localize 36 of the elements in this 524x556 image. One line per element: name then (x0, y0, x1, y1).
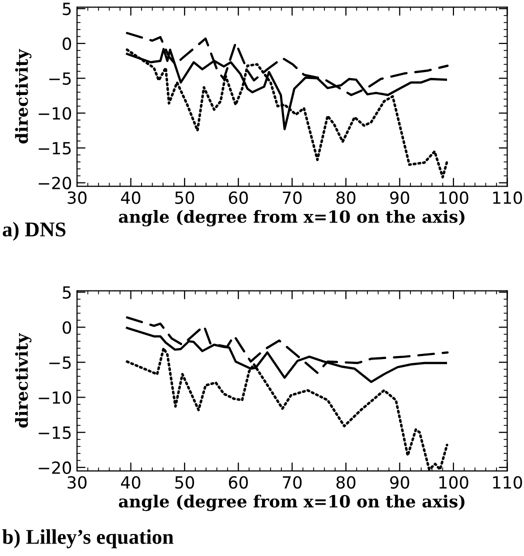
x-tick-label: 80 (336, 191, 356, 204)
x-tick-label: 60 (228, 191, 248, 204)
y-axis-title: directivity (15, 48, 32, 144)
x-axis-title: angle (degree from x=10 on the axis) (118, 494, 464, 512)
y-tick-label: −20 (38, 176, 72, 190)
x-tick-label: 70 (282, 191, 302, 204)
x-tick-label: 30 (68, 476, 87, 489)
y-axis-title: directivity (15, 332, 32, 428)
x-tick-label: 40 (121, 191, 140, 204)
x-tick-label: 110 (493, 191, 522, 204)
x-tick-label: 70 (282, 476, 302, 489)
text: a) DNS (2, 222, 66, 241)
x-tick-label: 90 (390, 476, 410, 489)
x-tick-label: 30 (68, 191, 87, 204)
x-tick-label: 100 (439, 191, 468, 204)
y-tick-label: 5 (62, 2, 71, 16)
y-tick-label: −15 (38, 426, 71, 439)
y-tick-label: 5 (62, 286, 71, 299)
x-tick-label: 110 (493, 476, 522, 489)
x-tick-label: 50 (175, 476, 194, 489)
x-tick-label: 100 (439, 476, 468, 489)
y-tick-label: −10 (38, 391, 72, 404)
y-tick-label: −5 (49, 72, 71, 85)
text: b) Lilley’s equation (2, 529, 174, 548)
x-tick-label: 80 (336, 476, 356, 489)
y-tick-label: 0 (62, 37, 72, 50)
y-tick-label: −10 (38, 107, 72, 120)
y-tick-label: −15 (38, 142, 71, 155)
y-tick-label: −5 (49, 356, 71, 369)
x-tick-label: 60 (228, 476, 248, 489)
x-axis-title: angle (degree from x=10 on the axis) (118, 210, 464, 226)
y-tick-label: −20 (38, 461, 72, 474)
x-tick-label: 90 (390, 191, 410, 204)
x-tick-label: 40 (121, 476, 140, 489)
x-tick-label: 50 (175, 191, 194, 204)
y-tick-label: 0 (62, 321, 72, 334)
